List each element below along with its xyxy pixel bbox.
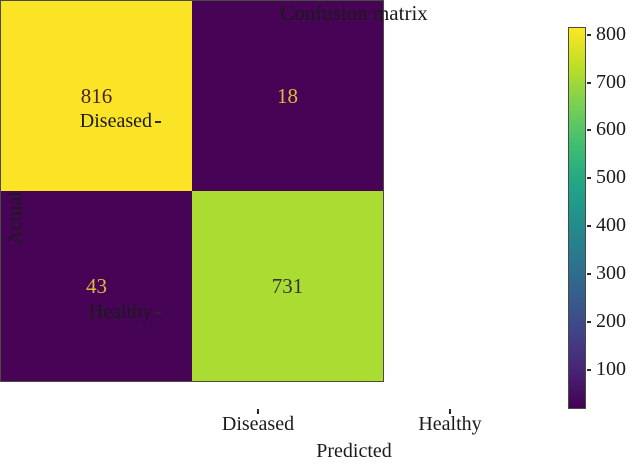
- y-axis-label: Actual: [4, 191, 27, 245]
- heatmap-matrix: 816 18 43 731: [0, 0, 384, 382]
- x-axis-label: Predicted: [316, 440, 392, 462]
- xtick-label-diseased: Diseased: [221, 413, 295, 435]
- colorbar-tick-label-600: 600: [596, 118, 626, 141]
- colorbar-gradient: [568, 27, 586, 409]
- colorbar-tick-mark-400: [587, 225, 591, 228]
- cell-actual-diseased-pred-healthy: 18: [192, 1, 383, 191]
- colorbar-tick-mark-600: [587, 129, 591, 132]
- ytick-label-diseased: Diseased: [79, 110, 152, 133]
- xtick-mark-diseased: [257, 409, 259, 414]
- colorbar-tick-label-500: 500: [596, 166, 626, 189]
- cell-actual-healthy-pred-healthy: 731: [192, 191, 383, 381]
- xtick-mark-healthy: [449, 409, 451, 414]
- chart-title: Confusion matrix: [280, 1, 428, 25]
- colorbar-tick-mark-100: [587, 368, 591, 371]
- cell-actual-diseased-pred-diseased: 816: [1, 1, 192, 191]
- ytick-mark-diseased: [155, 121, 161, 123]
- ytick-label-healthy: Healthy: [88, 301, 152, 324]
- colorbar-tick-label-700: 700: [596, 70, 626, 93]
- ytick-mark-healthy: [155, 312, 161, 314]
- colorbar-tick-mark-800: [587, 33, 591, 36]
- cell-actual-healthy-pred-diseased: 43: [1, 191, 192, 381]
- xtick-label-healthy: Healthy: [418, 413, 482, 435]
- colorbar-tick-label-400: 400: [596, 214, 626, 237]
- colorbar-tick-label-100: 100: [596, 357, 626, 380]
- colorbar-tick-mark-200: [587, 320, 591, 323]
- colorbar-tick-mark-700: [587, 81, 591, 84]
- colorbar-tick-mark-300: [587, 273, 591, 275]
- colorbar-tick-mark-500: [587, 177, 591, 180]
- colorbar-tick-label-800: 800: [596, 22, 626, 45]
- colorbar-tick-label-200: 200: [596, 309, 626, 332]
- colorbar-tick-label-300: 300: [596, 262, 626, 285]
- colorbar: 100 200 300 400 500 600 700 800: [568, 23, 640, 409]
